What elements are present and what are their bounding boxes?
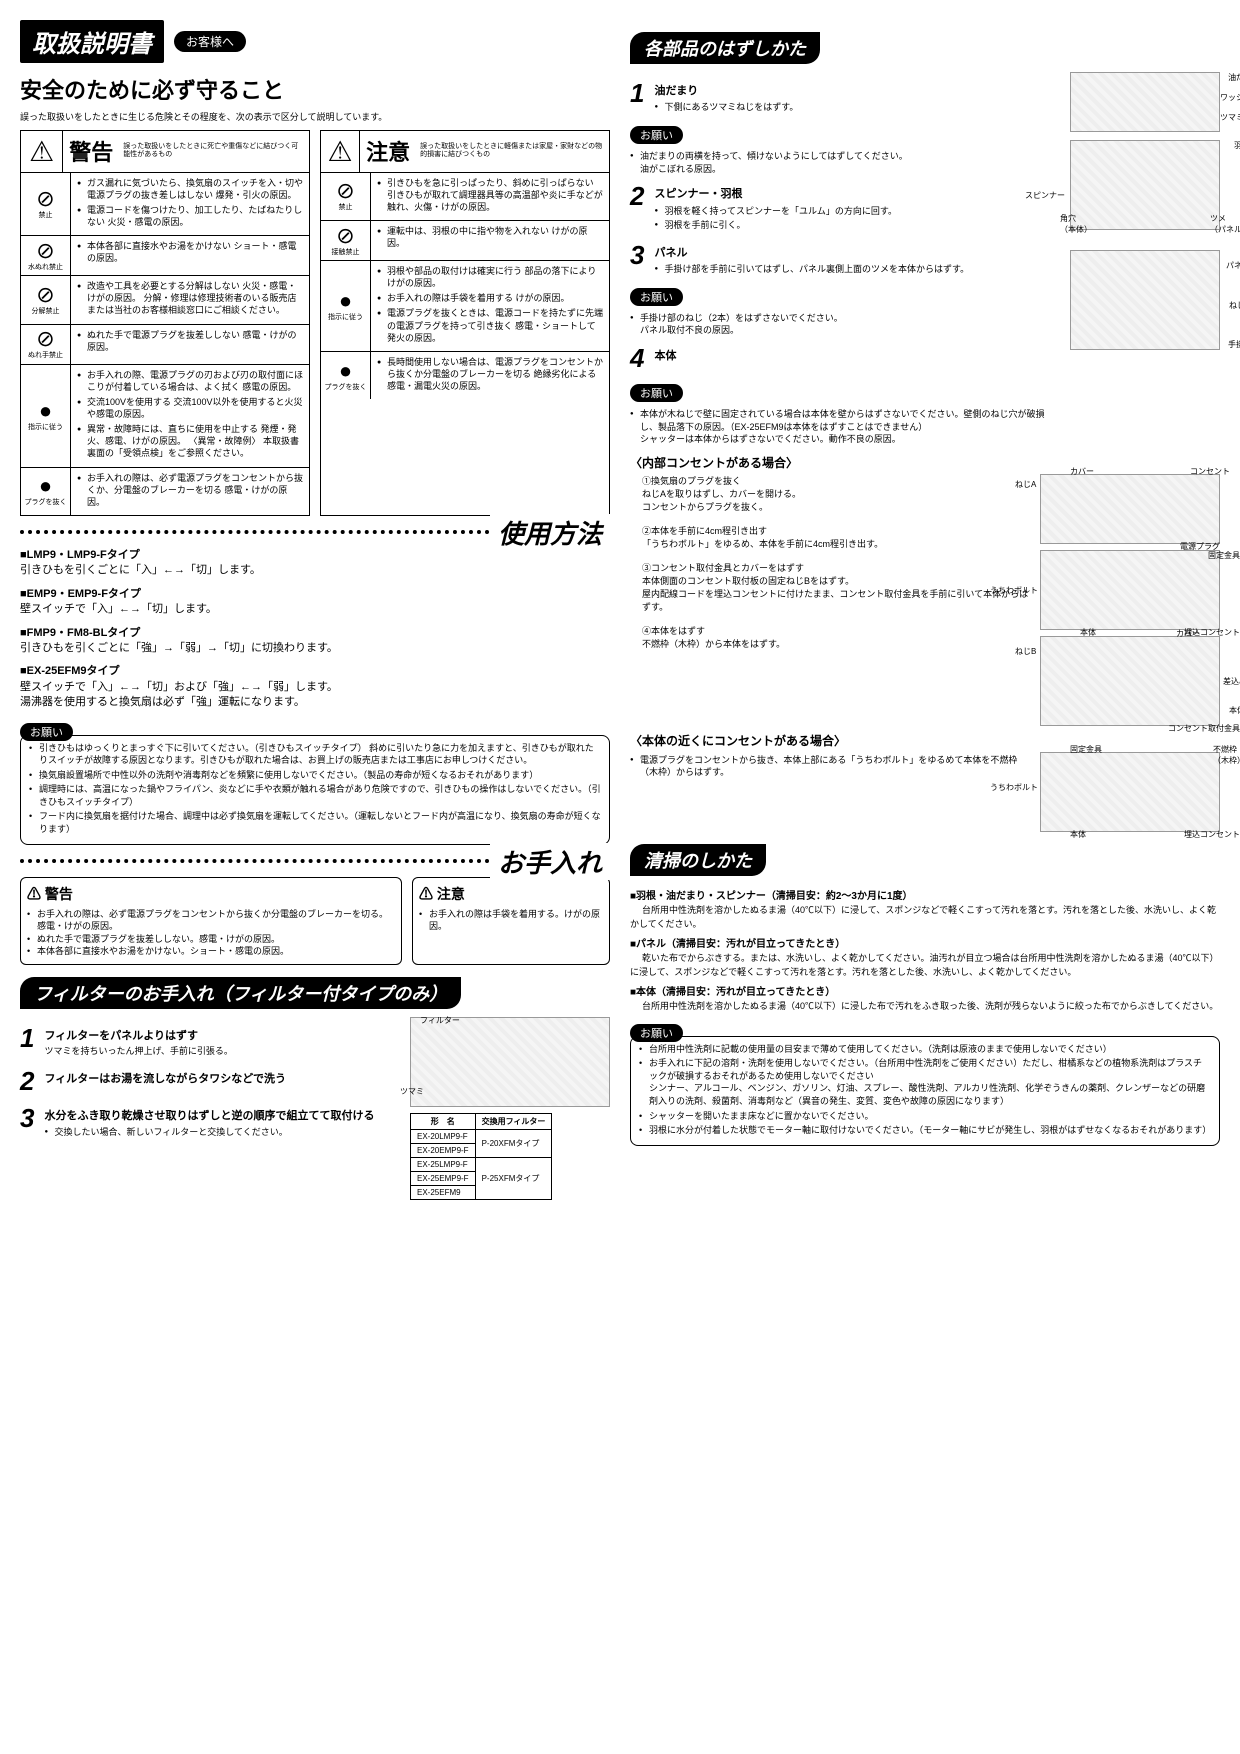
near-diagram xyxy=(1040,752,1220,832)
parts-heading: 各部品のはずしかた xyxy=(630,32,820,64)
no-touch-icon: ⊘ xyxy=(336,225,354,247)
caution-label: 注意 xyxy=(360,135,416,167)
unplug-icon: ● xyxy=(339,360,352,382)
divider: お手入れ xyxy=(20,859,610,863)
panel-diagram xyxy=(1070,250,1220,350)
divider: 使用方法 xyxy=(20,530,610,534)
prohibit-icon: ⊘ xyxy=(36,188,54,210)
unplug-icon: ● xyxy=(39,475,52,497)
usage-onegai-box: 引きひもはゆっくりとまっすぐ下に引いてください。（引きひもスイッチタイプ） 斜め… xyxy=(20,735,610,845)
filter-table: 形 名交換用フィルター EX-20LMP9-FP-20XFMタイプ EX-20E… xyxy=(410,1113,552,1200)
bolt-diagram xyxy=(1040,550,1220,630)
care-heading: お手入れ xyxy=(490,843,610,880)
care-warning-label: ⚠ 警告 xyxy=(27,884,395,904)
onegai-pill: お願い xyxy=(20,723,73,741)
caution-desc: 誤った取扱いをしたときに軽傷または家屋・家財などの物的損害に結びつくもの xyxy=(416,141,609,160)
left-column: 取扱説明書 お客様へ 安全のために必ず守ること 誤った取扱いをしたときに生じる危… xyxy=(20,20,610,1200)
page-root: 取扱説明書 お客様へ 安全のために必ず守ること 誤った取扱いをしたときに生じる危… xyxy=(20,20,1220,1200)
no-disassemble-icon: ⊘ xyxy=(36,284,54,306)
step-1-num: 1 xyxy=(20,1023,34,1054)
cleaning-heading: 清掃のしかた xyxy=(630,844,766,876)
oil-diagram xyxy=(1070,72,1220,132)
step-2-num: 2 xyxy=(20,1066,34,1097)
caution-column: ⚠ 注意 誤った取扱いをしたときに軽傷または家屋・家財などの物的損害に結びつくも… xyxy=(320,130,610,516)
customer-pill: お客様へ xyxy=(174,31,246,52)
prohibit-icon: ⊘ xyxy=(336,180,354,202)
warning-column: ⚠ 警告 誤った取扱いをしたときに死亡や重傷などに結びつく可能性があるもの ⊘禁… xyxy=(20,130,310,516)
follow-icon: ● xyxy=(339,290,352,312)
care-caution-label: ⚠ 注意 xyxy=(419,884,603,904)
cleaning-onegai-box: 台所用中性洗剤に記載の使用量の目安まで薄めて使用してください。（洗剤は原液のまま… xyxy=(630,1036,1220,1146)
safety-intro: 誤った取扱いをしたときに生じる危険とその程度を、次の表示で区分して説明しています… xyxy=(20,111,610,124)
filter-heading: フィルターのお手入れ（フィルター付タイプのみ） xyxy=(20,977,461,1009)
warning-tables: ⚠ 警告 誤った取扱いをしたときに死亡や重傷などに結びつく可能性があるもの ⊘禁… xyxy=(20,130,610,516)
no-wet-hand-icon: ⊘ xyxy=(36,328,54,350)
title-bar: 取扱説明書 お客様へ xyxy=(20,20,610,63)
doc-title: 取扱説明書 xyxy=(20,20,164,63)
care-boxes: ⚠ 警告 お手入れの際は、必ず電源プラグをコンセントから抜くか分電盤のブレーカー… xyxy=(20,877,610,965)
warning-triangle-icon: ⚠ xyxy=(21,131,63,172)
step-3-num: 3 xyxy=(20,1103,34,1134)
caution-triangle-icon: ⚠ xyxy=(321,131,360,172)
usage-heading: 使用方法 xyxy=(490,514,610,551)
cover-diagram xyxy=(1040,474,1220,544)
warning-label: 警告 xyxy=(63,135,119,167)
no-water-icon: ⊘ xyxy=(36,240,54,262)
fan-diagram xyxy=(1070,140,1220,230)
mount-diagram xyxy=(1040,636,1220,726)
safety-heading: 安全のために必ず守ること xyxy=(20,73,610,105)
follow-icon: ● xyxy=(39,400,52,422)
right-column: 各部品のはずしかた 1油だまり下側にあるツマミねじをはずす。 お願い 油だまりの… xyxy=(630,20,1220,1200)
inner-outlet-heading: 〈内部コンセントがある場合〉 xyxy=(630,454,1220,471)
warning-desc: 誤った取扱いをしたときに死亡や重傷などに結びつく可能性があるもの xyxy=(119,141,309,160)
filter-diagram xyxy=(410,1017,610,1107)
near-outlet-heading: 〈本体の近くにコンセントがある場合〉 xyxy=(630,732,1220,749)
